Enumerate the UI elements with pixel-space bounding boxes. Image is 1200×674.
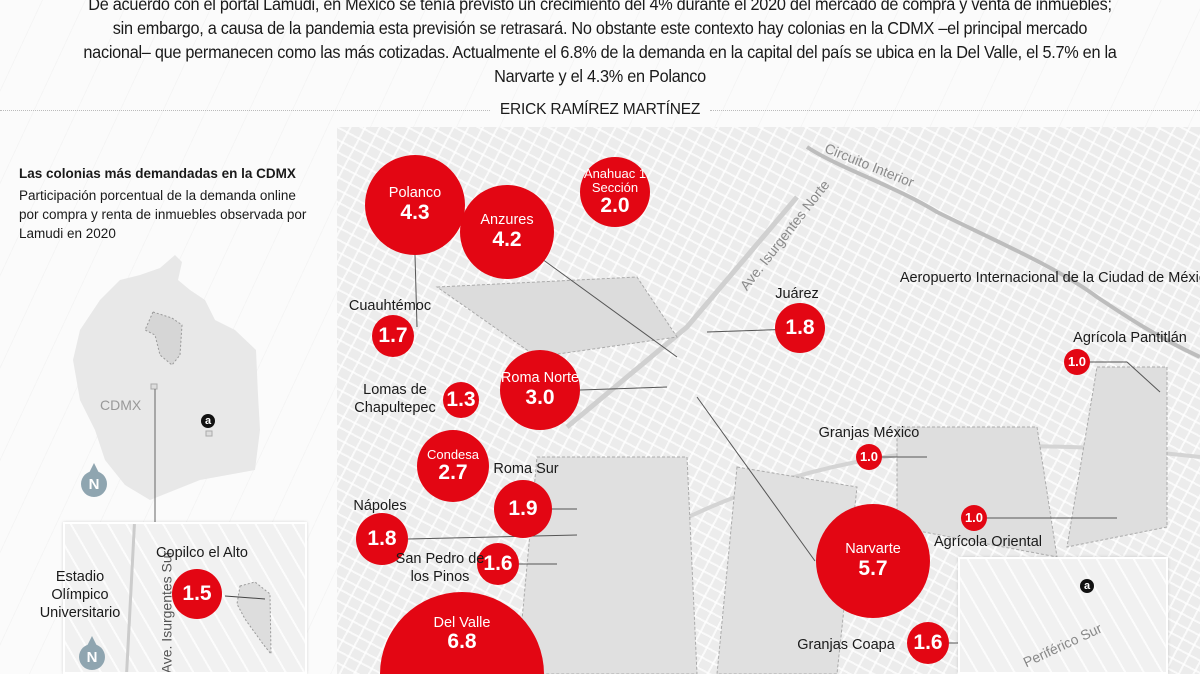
bubble-name: Condesa bbox=[426, 447, 480, 463]
airport-label: Aeropuerto Internacional de la Ciudad de… bbox=[899, 270, 1200, 286]
bubble-value: 1.8 bbox=[785, 315, 815, 339]
bubble-value: 1.5 bbox=[182, 581, 212, 605]
bubble-name: Narvarte bbox=[845, 541, 901, 558]
bubble-value: 1.8 bbox=[367, 526, 397, 550]
bubble-granjas-m-xico[interactable]: 1.0 bbox=[856, 444, 882, 470]
bubble-granjas-coapa[interactable]: 1.6 bbox=[907, 622, 949, 664]
bubble-agr-cola-oriental[interactable]: 1.0 bbox=[961, 505, 987, 531]
colonia-label: Cuauhtémoc bbox=[348, 298, 432, 314]
colonia-label: Granjas Coapa bbox=[797, 637, 895, 653]
bubble-name: Del Valle bbox=[433, 615, 491, 631]
bubble-name: Roma Norte bbox=[500, 370, 580, 387]
bubble-ju-rez[interactable]: 1.8 bbox=[775, 303, 825, 353]
colonia-label: Granjas México bbox=[818, 425, 920, 441]
bubble-anzures[interactable]: Anzures 4.2 bbox=[460, 185, 554, 279]
bubble-lomas-de-chapultepec[interactable]: 1.3 bbox=[443, 382, 479, 418]
colonia-label: San Pedro de los Pinos bbox=[395, 551, 485, 585]
bubble-narvarte[interactable]: Narvarte 5.7 bbox=[816, 504, 930, 618]
bubble-agr-cola-pantitl-n[interactable]: 1.0 bbox=[1064, 349, 1090, 375]
bubble-roma-norte[interactable]: Roma Norte 3.0 bbox=[500, 350, 580, 430]
bubble-value: 3.0 bbox=[525, 385, 555, 409]
bubble-cuauht-moc[interactable]: 1.7 bbox=[372, 315, 414, 357]
bubble-value: 4.2 bbox=[492, 227, 522, 251]
bubble-san-pedro-de-los-pinos[interactable]: 1.6 bbox=[477, 543, 519, 585]
colonia-label: Juárez bbox=[775, 286, 819, 302]
divider bbox=[0, 110, 490, 112]
bubble-condesa[interactable]: Condesa 2.7 bbox=[417, 430, 489, 502]
bubble-value: 1.7 bbox=[378, 323, 408, 347]
bubble-value: 6.8 bbox=[447, 630, 477, 654]
colonia-label: Lomas de Chapultepec bbox=[354, 382, 436, 416]
bubble-value: 1.6 bbox=[913, 630, 943, 654]
byline: ERICK RAMÍREZ MARTÍNEZ bbox=[499, 101, 701, 118]
chart-subtitle: Participación porcentual de la demanda o… bbox=[19, 188, 307, 241]
chart-title: Las colonias más demandadas en la CDMX bbox=[19, 166, 296, 181]
bubble-value: 4.3 bbox=[400, 200, 430, 224]
road-label-periferico: Periférico Sur bbox=[1020, 619, 1105, 671]
bubble-value: 1.3 bbox=[446, 387, 476, 411]
bubble-value: 2.0 bbox=[600, 193, 630, 217]
intro-text: De acuerdo con el portal Lamudi, en Méxi… bbox=[83, 0, 1117, 86]
bubble-name: Polanco bbox=[388, 185, 442, 202]
bubble-value: 1.0 bbox=[859, 449, 879, 465]
bubble-name: Anahuac 1 Sección bbox=[583, 166, 647, 195]
copilco-label: Copilco el Alto bbox=[156, 545, 248, 561]
bubble-roma-sur[interactable]: 1.9 bbox=[494, 480, 552, 538]
estadio-label: Estadio Olímpico Universitario bbox=[39, 569, 121, 621]
bubble-anahuac-1-secci-n[interactable]: Anahuac 1 Sección 2.0 bbox=[580, 157, 650, 227]
bubble-value: 2.7 bbox=[438, 460, 468, 484]
cdmx-overview-map bbox=[73, 255, 260, 522]
bubble-n-poles[interactable]: 1.8 bbox=[356, 513, 408, 565]
bubble-copilco[interactable]: 1.5 bbox=[172, 569, 222, 619]
colonia-label: Nápoles bbox=[353, 498, 407, 514]
colonia-label: Agrícola Pantitlán bbox=[1073, 330, 1187, 346]
colonia-label: Roma Sur bbox=[493, 461, 559, 477]
bubble-value: 5.7 bbox=[858, 556, 888, 580]
lamudi-logo-icon: a bbox=[201, 414, 215, 428]
bubble-name: Anzures bbox=[480, 212, 534, 229]
cdmx-label: CDMX bbox=[100, 397, 142, 413]
bubble-polanco[interactable]: Polanco 4.3 bbox=[365, 155, 465, 255]
bubble-value: 1.0 bbox=[964, 510, 984, 526]
north-arrow-icon: N bbox=[81, 463, 107, 497]
north-arrow-icon: N bbox=[79, 636, 105, 670]
main-map: Circuito Interior Ave. Isurgentes Norte … bbox=[337, 127, 1200, 674]
bubble-value: 1.9 bbox=[508, 496, 538, 520]
colonia-label: Agrícola Oriental bbox=[934, 534, 1042, 550]
bubble-value: 1.6 bbox=[483, 551, 513, 575]
divider bbox=[710, 110, 1200, 112]
granjas-coapa-inset: a Periférico Sur bbox=[958, 557, 1168, 674]
bubble-value: 1.0 bbox=[1067, 354, 1087, 370]
lamudi-logo-icon: a bbox=[1080, 579, 1094, 593]
